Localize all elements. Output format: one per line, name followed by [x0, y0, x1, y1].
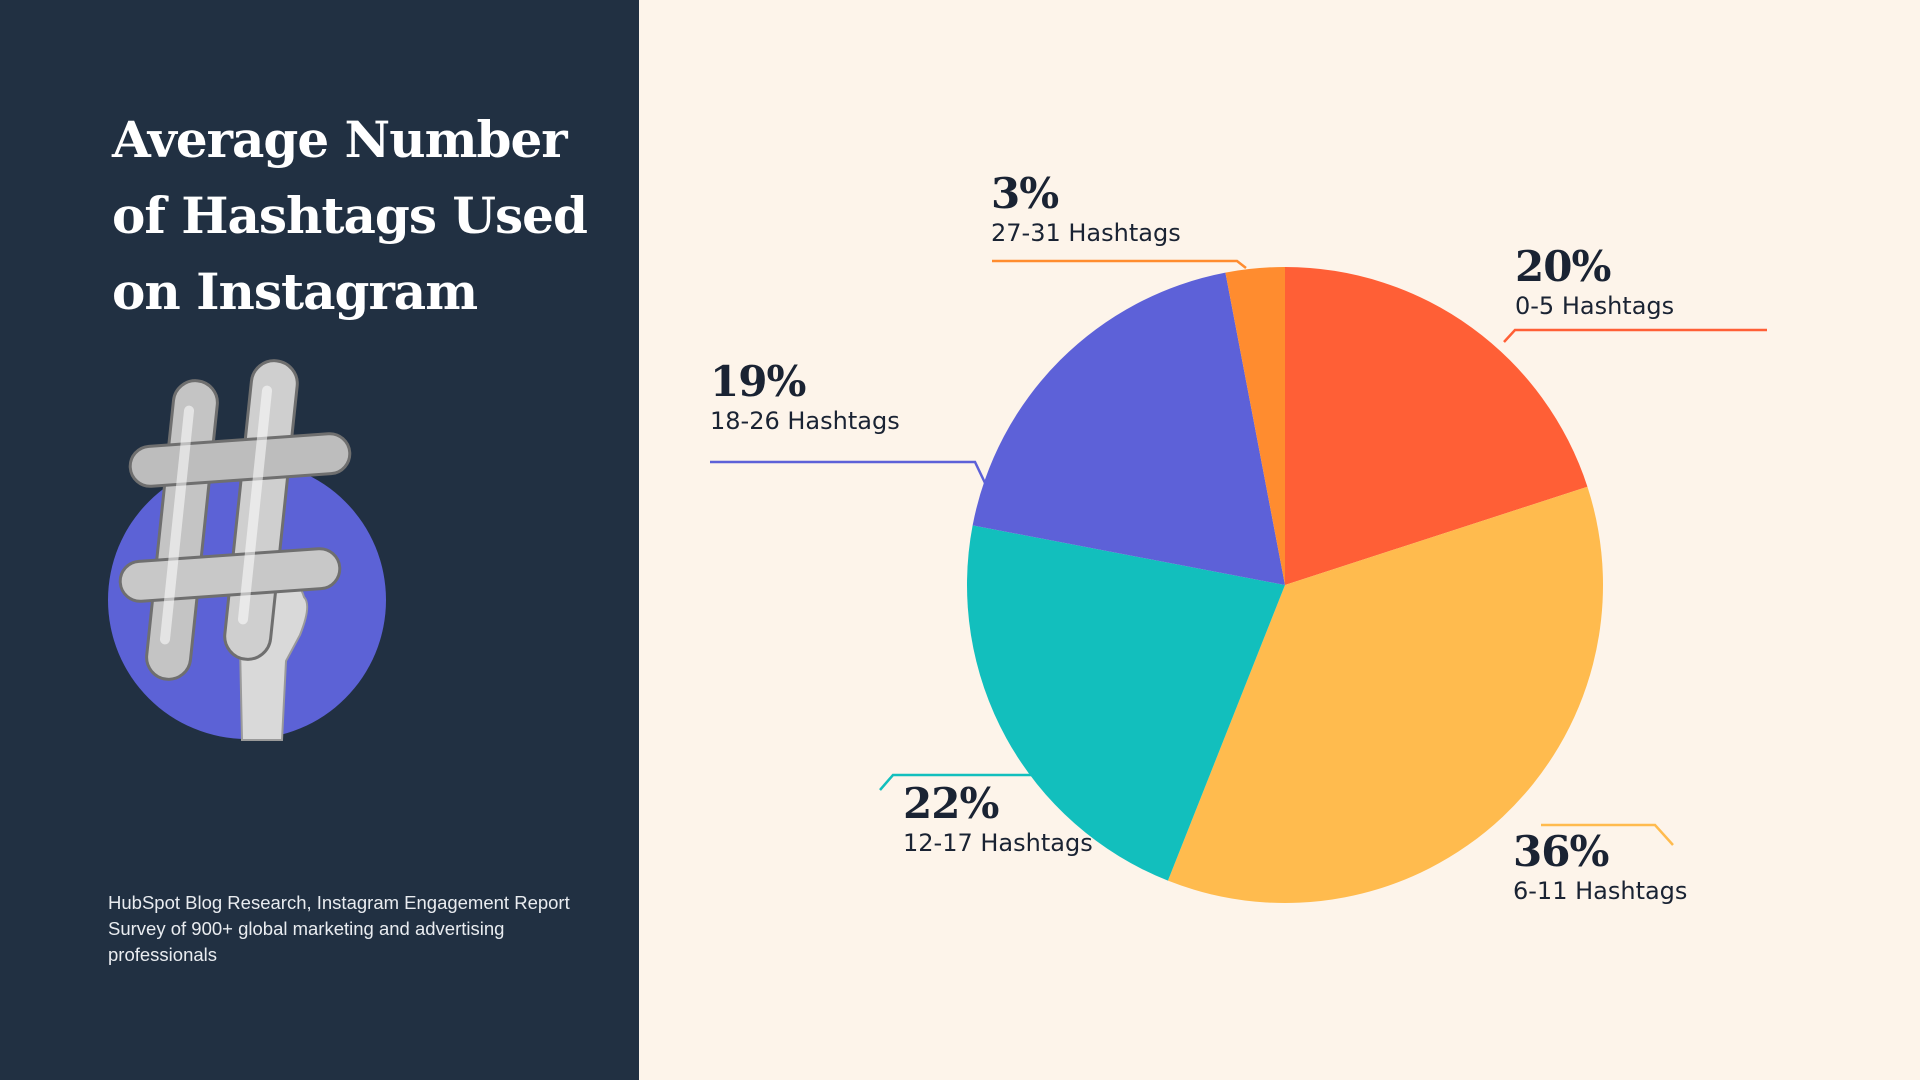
title-line-1: Average Number [112, 110, 568, 169]
pie-chart [710, 259, 1767, 904]
leader-line [879, 773, 1032, 791]
pie-slice-12-17-hashtags [966, 525, 1285, 881]
data-label-percent: 36% [1513, 827, 1609, 876]
category-label: 0-5 Hashtags [1515, 292, 1675, 320]
hashtag-balloon-icon [108, 359, 386, 741]
slice-label: 3% 27-31 Hashtags [991, 170, 1181, 248]
leader-line [1541, 823, 1674, 846]
source-line-2: Survey of 900+ global marketing and adve… [108, 918, 505, 939]
title-line-2: of Hashtags Used [112, 186, 588, 245]
category-label: 27-31 Hashtags [991, 219, 1181, 247]
left-panel: Average Number of Hashtags Used on Insta… [0, 0, 639, 1080]
leader-line [992, 259, 1247, 269]
source-note: HubSpot Blog Research, Instagram Engagem… [108, 890, 628, 968]
pie-slice-18-26-hashtags [972, 272, 1285, 585]
slice-label: 22% 12-17 Hashtags [903, 780, 1093, 858]
data-label-percent: 22% [903, 779, 999, 828]
slice-label: 19% 18-26 Hashtags [710, 358, 900, 436]
data-label-percent: 19% [710, 357, 806, 406]
chart-area: 20% 0-5 Hashtags 36% 6-11 Hashtags 22% 12-17 … [639, 0, 1920, 1080]
source-line-1: HubSpot Blog Research, Instagram Engagem… [108, 892, 570, 913]
category-label: 18-26 Hashtags [710, 407, 900, 435]
category-label: 12-17 Hashtags [903, 829, 1093, 857]
source-line-3: professionals [108, 944, 218, 965]
leader-line [1503, 328, 1767, 343]
leader-line [710, 460, 988, 486]
slice-label: 36% 6-11 Hashtags [1513, 828, 1687, 906]
pie-slice-6-11-hashtags [1167, 486, 1604, 904]
pie-slice-27-31-hashtags [1225, 267, 1285, 585]
category-label: 6-11 Hashtags [1513, 877, 1688, 905]
page-title: Average Number of Hashtags Used on Insta… [112, 102, 588, 330]
title-line-3: on Instagram [112, 262, 478, 321]
data-label-percent: 20% [1515, 242, 1611, 291]
pie-slice-0-5-hashtags [1285, 267, 1588, 585]
data-label-percent: 3% [991, 169, 1059, 218]
slice-label: 20% 0-5 Hashtags [1515, 243, 1674, 321]
